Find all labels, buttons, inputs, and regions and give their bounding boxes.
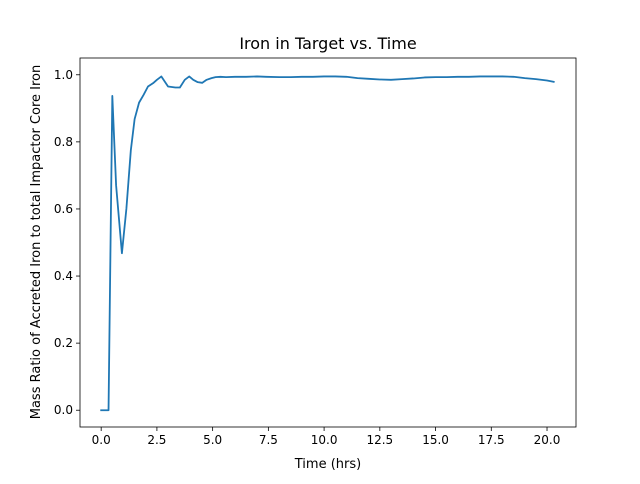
x-tick-label: 12.5 xyxy=(366,433,393,447)
y-tick-label: 1.0 xyxy=(54,68,73,82)
y-tick-label: 0.2 xyxy=(54,336,73,350)
x-tick-label: 17.5 xyxy=(478,433,505,447)
x-tick-label: 20.0 xyxy=(534,433,561,447)
x-axis-label: Time (hrs) xyxy=(294,457,361,472)
x-tick-label: 15.0 xyxy=(422,433,449,447)
y-axis-label: Mass Ratio of Accreted Iron to total Imp… xyxy=(29,65,44,420)
x-tick-label: 5.0 xyxy=(203,433,222,447)
x-tick-label: 7.5 xyxy=(259,433,278,447)
x-tick-label: 2.5 xyxy=(147,433,166,447)
y-tick-label: 0.0 xyxy=(54,403,73,417)
y-tick-label: 0.6 xyxy=(54,202,73,216)
x-tick-label: 0.0 xyxy=(92,433,111,447)
x-tick-label: 10.0 xyxy=(311,433,338,447)
y-tick-label: 0.4 xyxy=(54,269,73,283)
y-tick-label: 0.8 xyxy=(54,135,73,149)
chart-title: Iron in Target vs. Time xyxy=(239,34,416,53)
